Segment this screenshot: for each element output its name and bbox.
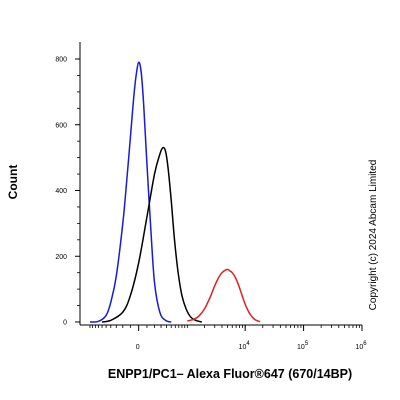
- y-axis-title: Count: [6, 165, 20, 200]
- y-ticks: 0 200 400 600 800: [55, 57, 80, 327]
- x-ticks: 0 104 105 106: [89, 325, 367, 351]
- histogram-series-3: [187, 268, 261, 323]
- histogram-series-2: [101, 146, 203, 323]
- x-tick-label: 104: [239, 341, 251, 351]
- series-layer: [89, 61, 261, 323]
- plot-frame: [79, 42, 362, 326]
- y-tick-label: 200: [55, 254, 67, 261]
- histogram-series-1: [89, 61, 172, 323]
- y-tick-label: 800: [55, 57, 67, 64]
- copyright-annotation: Copyright (c) 2024 Abcam Limited: [368, 160, 379, 311]
- x-tick-label: 0: [136, 344, 140, 351]
- y-tick-label: 600: [55, 122, 67, 129]
- x-tick-label: 106: [355, 341, 367, 351]
- x-axis-title: ENPP1/PC1– Alexa Fluor®647 (670/14BP): [108, 367, 352, 381]
- y-tick-label: 0: [63, 320, 67, 327]
- x-tick-label: 105: [297, 341, 309, 351]
- y-tick-label: 400: [55, 188, 67, 195]
